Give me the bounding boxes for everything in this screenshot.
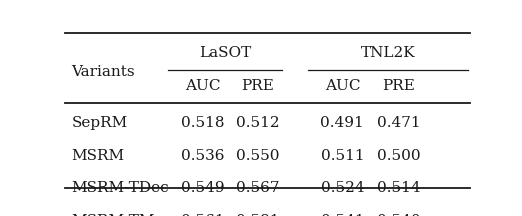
Text: SepRM: SepRM xyxy=(72,116,127,130)
Text: 0.524: 0.524 xyxy=(321,181,364,195)
Text: PRE: PRE xyxy=(241,79,274,93)
Text: 0.518: 0.518 xyxy=(181,116,224,130)
Text: MSRM: MSRM xyxy=(72,149,124,163)
Text: 0.471: 0.471 xyxy=(377,116,421,130)
Text: PRE: PRE xyxy=(383,79,416,93)
Text: AUC: AUC xyxy=(325,79,360,93)
Text: 0.561: 0.561 xyxy=(181,213,224,216)
Text: 0.567: 0.567 xyxy=(235,181,279,195)
Text: 0.500: 0.500 xyxy=(377,149,421,163)
Text: Variants: Variants xyxy=(72,65,135,79)
Text: 0.581: 0.581 xyxy=(235,213,279,216)
Text: LaSOT: LaSOT xyxy=(199,46,251,60)
Text: 0.536: 0.536 xyxy=(181,149,224,163)
Text: 0.511: 0.511 xyxy=(321,149,364,163)
Text: 0.514: 0.514 xyxy=(377,181,421,195)
Text: 0.512: 0.512 xyxy=(235,116,279,130)
Text: AUC: AUC xyxy=(185,79,221,93)
Text: MSRM-TM: MSRM-TM xyxy=(72,213,155,216)
Text: 0.540: 0.540 xyxy=(377,213,421,216)
Text: 0.550: 0.550 xyxy=(235,149,279,163)
Text: 0.491: 0.491 xyxy=(321,116,364,130)
Text: 0.549: 0.549 xyxy=(181,181,224,195)
Text: 0.541: 0.541 xyxy=(321,213,364,216)
Text: MSRM-TDec: MSRM-TDec xyxy=(72,181,169,195)
Text: TNL2K: TNL2K xyxy=(361,46,415,60)
